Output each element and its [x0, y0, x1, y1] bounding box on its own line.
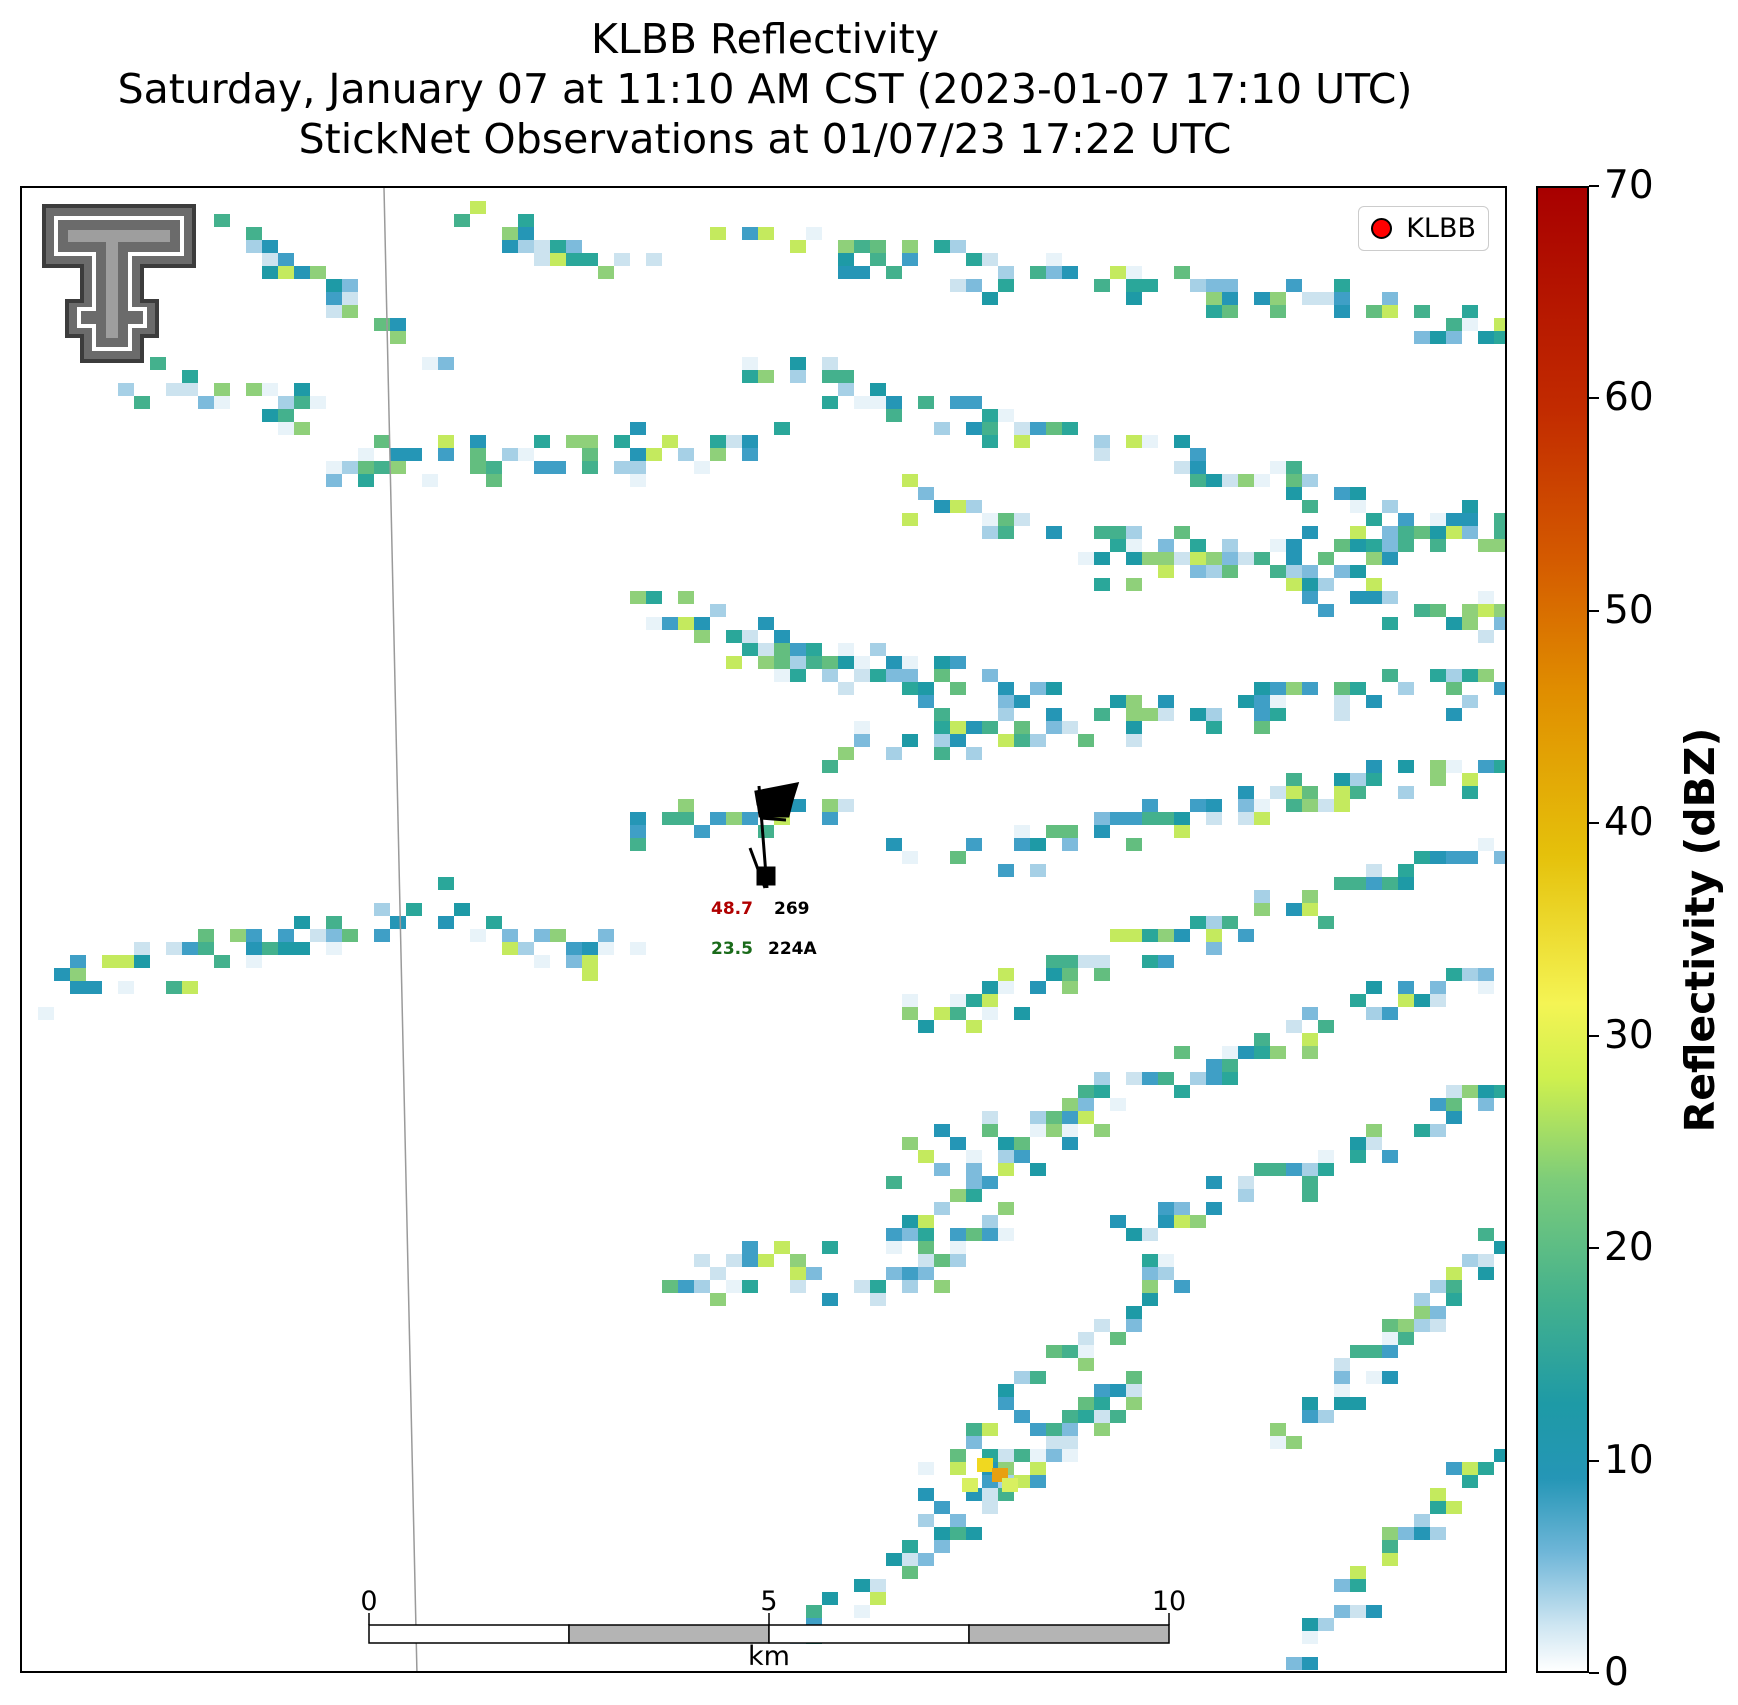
- colorbar-tick-label: 50: [1604, 587, 1654, 633]
- colorbar: [1536, 186, 1589, 1673]
- klbb-marker-icon: [1371, 218, 1393, 239]
- reflectivity-field: [38, 188, 1505, 1671]
- station-dewpoint: 23.5: [711, 939, 753, 959]
- scalebar-tick-0: 0: [360, 1586, 378, 1617]
- colorbar-tick-label: 0: [1604, 1650, 1629, 1695]
- scalebar-unit: km: [748, 1641, 790, 1672]
- radar-map: KLBB 0 5 10 km 48.7 269 23.5 224A: [20, 186, 1507, 1673]
- reflectivity-pixels: [38, 201, 1505, 1670]
- colorbar-tick-label: 20: [1604, 1225, 1654, 1271]
- county-boundary-line: [383, 188, 418, 1671]
- colorbar-tick-label: 30: [1604, 1012, 1654, 1058]
- colorbar-tick-label: 10: [1604, 1437, 1654, 1483]
- station-id-bottom: 224A: [768, 939, 817, 959]
- colorbar-tick-mark: [1589, 1459, 1599, 1462]
- colorbar-label: Reflectivity (dBZ): [1676, 727, 1724, 1133]
- texas-tech-double-t-logo: [42, 204, 196, 363]
- colorbar-tick-mark: [1589, 185, 1599, 187]
- chart-subtitle-time: Saturday, January 07 at 11:10 AM CST (20…: [117, 65, 1413, 113]
- station-id-top: 269: [774, 899, 810, 919]
- colorbar-tick-mark: [1589, 1672, 1599, 1674]
- colorbar-tick-label: 40: [1604, 800, 1654, 846]
- station-temperature: 48.7: [711, 899, 753, 919]
- colorbar-tick-label: 70: [1604, 163, 1654, 208]
- colorbar-tick-mark: [1589, 609, 1599, 612]
- scale-bar: [368, 1613, 1170, 1644]
- colorbar-tick-mark: [1589, 1034, 1599, 1037]
- station-wind-barb: [748, 782, 800, 889]
- map-legend: KLBB: [1358, 206, 1489, 251]
- scalebar-tick-10: 10: [1151, 1586, 1187, 1617]
- colorbar-tick-mark: [1589, 822, 1599, 825]
- chart-title: KLBB Reflectivity: [591, 15, 939, 63]
- legend-label: KLBB: [1406, 213, 1476, 244]
- colorbar-tick-mark: [1589, 397, 1599, 400]
- chart-subtitle-observations: StickNet Observations at 01/07/23 17:22 …: [298, 115, 1232, 163]
- scalebar-tick-5: 5: [760, 1586, 778, 1617]
- colorbar-tick-mark: [1589, 1247, 1599, 1250]
- colorbar-tick-label: 60: [1604, 375, 1654, 421]
